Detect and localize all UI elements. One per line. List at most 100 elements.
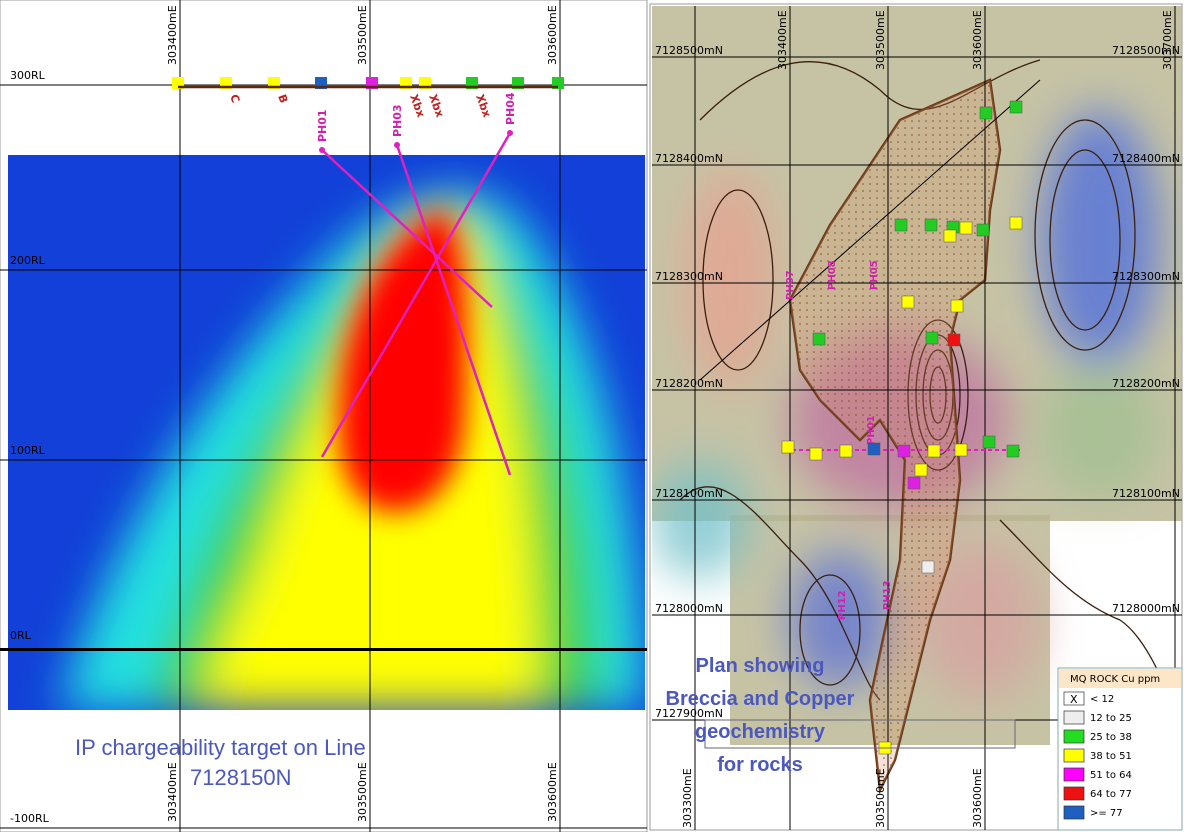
hole-label: PH01 (866, 415, 877, 445)
northing-label: 7128300mN (655, 270, 723, 283)
legend-swatch (1063, 786, 1085, 801)
hole-label: PH13 (882, 580, 893, 610)
legend-swatch (1063, 767, 1085, 782)
easting-label: 303400mE (776, 10, 789, 70)
rock-sample (959, 221, 973, 235)
rock-sample (1006, 444, 1020, 458)
rock-sample (943, 229, 957, 243)
easting-label: 303500mE (356, 762, 369, 822)
caption-box (704, 719, 1016, 749)
legend-label: 25 to 38 (1090, 732, 1132, 743)
hole-label: PH04 (504, 92, 517, 125)
legend-label: >= 77 (1090, 808, 1123, 819)
legend-header (1059, 669, 1181, 688)
rock-sample (1009, 100, 1023, 114)
breccia-fill (790, 80, 1000, 790)
collar (319, 147, 325, 153)
rock-sample (781, 440, 795, 454)
rock-sample (907, 476, 921, 490)
northing-label: 7128200mN (655, 377, 723, 390)
easting-label: 303400mE (166, 762, 179, 822)
hole-label: PH03 (391, 104, 404, 137)
northing-label: 7128400mN (1112, 152, 1180, 165)
breccia-outline (788, 78, 1002, 795)
legend-swatch (1063, 710, 1085, 725)
rock-sample (982, 435, 996, 449)
hole-label: PH01 (316, 109, 329, 142)
northing-label: 7128100mN (655, 487, 723, 500)
zero-line (0, 648, 647, 651)
legend-label: 38 to 51 (1090, 751, 1132, 762)
hole-label: PH12 (837, 590, 848, 620)
drill-hole (321, 149, 493, 308)
legend-label: < 12 (1090, 694, 1114, 705)
rock-sample (954, 443, 968, 457)
level-label: 300RL (10, 69, 46, 82)
rock-sample (924, 218, 938, 232)
easting-label: 303500mE (356, 5, 369, 65)
northing-label: 7128400mN (655, 152, 723, 165)
easting-label: 303500mE (874, 10, 887, 70)
northing-label: 7128000mN (1112, 602, 1180, 615)
easting-label: 303700mE (1161, 10, 1174, 70)
collar (507, 130, 513, 136)
rock-sample (950, 299, 964, 313)
rock-sample (927, 444, 941, 458)
legend-title: MQ ROCK Cu ppm (1070, 674, 1160, 685)
easting-label: 303500mE (874, 768, 887, 828)
rock-sample (925, 331, 939, 345)
rock-sample (894, 218, 908, 232)
rock-sample (812, 332, 826, 346)
chargeability-model (8, 155, 645, 710)
drill-hole (320, 132, 512, 458)
drill-hole (395, 144, 512, 476)
collar (394, 142, 400, 148)
rock-sample (921, 560, 935, 574)
hole-label: PH07 (785, 270, 796, 300)
rock-sample (867, 442, 881, 456)
level-label: -100RL (10, 812, 50, 825)
rock-sample (901, 295, 915, 309)
northing-label: 7128000mN (655, 602, 723, 615)
sample-label: B (275, 93, 290, 105)
northing-label: 7128500mN (655, 44, 723, 57)
legend-label: 51 to 64 (1090, 770, 1132, 781)
section-panel: 303400mE 303400mE 303500mE 303500mE 303600mE… (0, 0, 648, 832)
legend-swatch (1063, 691, 1085, 706)
legend: MQ ROCK Cu ppm X < 12 12 to 25 25 to 38 38 t… (1057, 667, 1183, 831)
legend-swatch (1063, 805, 1085, 820)
rock-sample (897, 444, 911, 458)
easting-label: 303600mE (546, 762, 559, 822)
hole-label: PH08 (827, 260, 838, 290)
legend-label: 12 to 25 (1090, 713, 1132, 724)
rock-sample (809, 447, 823, 461)
fence (699, 79, 1041, 381)
rock-sample (914, 463, 928, 477)
plan-caption: Plan showing Breccia and Copper geochemist… (666, 655, 855, 776)
legend-label: 64 to 77 (1090, 789, 1132, 800)
hole-label: PH05 (869, 260, 880, 290)
rock-sample (1009, 216, 1023, 230)
legend-symbol: X (1070, 693, 1078, 706)
plan-panel: 303400mE 303500mE 303600mE 303700mE 303300mE… (649, 3, 1183, 831)
legend-swatch (1063, 748, 1085, 763)
easting-label: 303600mE (546, 5, 559, 65)
northing-label: 7127900mN (655, 707, 723, 720)
section-caption: IP chargeability target on Line 7128150N (75, 735, 366, 790)
rock-sample (979, 106, 993, 120)
plan-caption-text: Plan showing Breccia and Copper geochemist… (666, 655, 855, 776)
northing-label: 7128200mN (1112, 377, 1180, 390)
easting-label: 303600mE (971, 768, 984, 828)
easting-label: 303400mE (166, 5, 179, 65)
level-label: 200RL (10, 254, 46, 267)
easting-label: 303600mE (971, 10, 984, 70)
legend-swatch (1063, 729, 1085, 744)
northing-label: 7128100mN (1112, 487, 1180, 500)
northing-label: 7128500mN (1112, 44, 1180, 57)
northing-label: 7128300mN (1112, 270, 1180, 283)
rock-sample (947, 333, 961, 347)
rock-sample (976, 223, 990, 237)
level-label: 100RL (10, 444, 46, 457)
level-label: 0RL (10, 629, 32, 642)
